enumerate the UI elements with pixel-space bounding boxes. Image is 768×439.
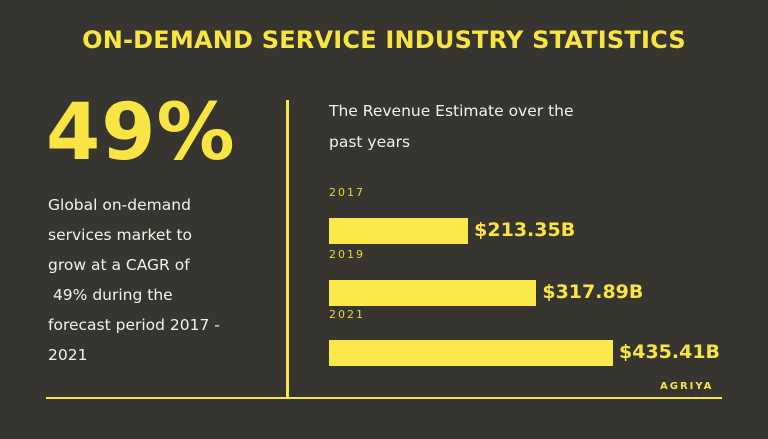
bar-2019 xyxy=(329,280,537,306)
bar-2021 xyxy=(329,340,613,366)
cagr-highlight-value: 49% xyxy=(46,88,236,178)
bar-category-label: 2017 xyxy=(329,186,365,199)
cagr-description: Global on-demand services market to grow… xyxy=(48,196,220,364)
brand-label: AGRIYA xyxy=(660,381,714,392)
chart-title: The Revenue Estimate over the past years xyxy=(329,102,574,151)
bar-category-label: 2019 xyxy=(329,248,365,261)
bar-category-label: 2021 xyxy=(329,308,365,321)
bar-value-label: $213.35B xyxy=(474,219,576,241)
vertical-divider xyxy=(286,100,289,399)
bar-2017 xyxy=(329,218,469,244)
bar-value-label: $435.41B xyxy=(619,341,721,363)
page-title: ON-DEMAND SERVICE INDUSTRY STATISTICS xyxy=(82,26,686,54)
bar-value-label: $317.89B xyxy=(542,281,644,303)
horizontal-divider xyxy=(46,397,722,399)
